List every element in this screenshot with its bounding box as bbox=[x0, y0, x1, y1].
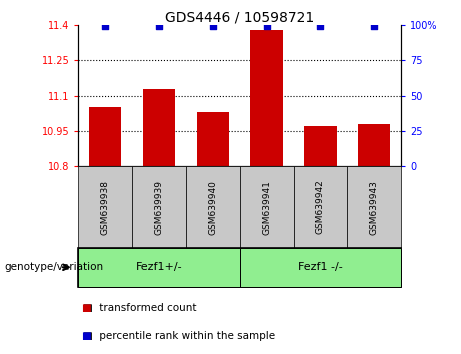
Text: GSM639940: GSM639940 bbox=[208, 179, 217, 235]
Text: GSM639941: GSM639941 bbox=[262, 179, 271, 235]
Bar bbox=[294, 166, 347, 248]
Point bbox=[317, 23, 324, 29]
Bar bbox=[78, 166, 132, 248]
Bar bbox=[250, 29, 283, 166]
Text: genotype/variation: genotype/variation bbox=[5, 262, 104, 272]
Text: Fezf1 -/-: Fezf1 -/- bbox=[298, 262, 343, 272]
Bar bbox=[132, 166, 186, 248]
Point bbox=[155, 23, 163, 29]
Bar bbox=[89, 107, 121, 166]
Bar bbox=[240, 248, 401, 287]
Text: Fezf1+/-: Fezf1+/- bbox=[136, 262, 183, 272]
Text: ■: ■ bbox=[81, 331, 90, 341]
Text: GDS4446 / 10598721: GDS4446 / 10598721 bbox=[165, 11, 314, 25]
Text: GSM639942: GSM639942 bbox=[316, 180, 325, 234]
Text: ■: ■ bbox=[81, 303, 90, 313]
Bar bbox=[197, 112, 229, 166]
Text: GSM639943: GSM639943 bbox=[370, 179, 378, 235]
Text: GSM639938: GSM639938 bbox=[101, 179, 110, 235]
Text: ■  percentile rank within the sample: ■ percentile rank within the sample bbox=[83, 331, 275, 341]
Text: GSM639939: GSM639939 bbox=[154, 179, 164, 235]
Point bbox=[209, 23, 217, 29]
Point bbox=[371, 23, 378, 29]
Bar bbox=[240, 166, 294, 248]
Text: ■  transformed count: ■ transformed count bbox=[83, 303, 196, 313]
Bar bbox=[304, 126, 337, 166]
Point bbox=[101, 23, 109, 29]
Bar bbox=[347, 166, 401, 248]
Bar bbox=[186, 166, 240, 248]
Bar bbox=[78, 248, 240, 287]
Bar bbox=[358, 124, 390, 166]
Point bbox=[263, 23, 270, 29]
Bar bbox=[143, 88, 175, 166]
